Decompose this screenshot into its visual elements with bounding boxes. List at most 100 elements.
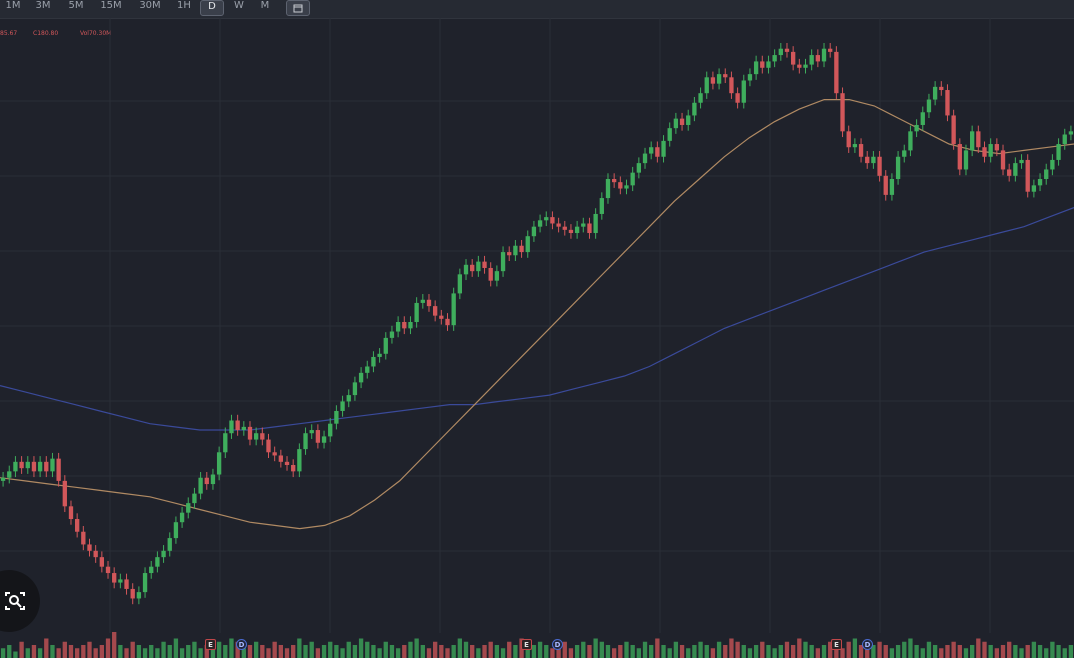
volume-bar xyxy=(636,648,642,658)
volume-bar xyxy=(352,645,358,658)
volume-bar xyxy=(488,641,493,658)
candle-body xyxy=(155,557,160,567)
volume-bar xyxy=(704,645,709,658)
earnings-marker[interactable]: E xyxy=(831,639,842,650)
volume-bar xyxy=(216,641,222,658)
timeframe-5m-button[interactable]: 5M xyxy=(68,0,84,11)
volume-bar xyxy=(939,648,944,658)
candle-body xyxy=(939,86,944,91)
volume-bar xyxy=(408,641,413,658)
volume-bar xyxy=(297,638,302,658)
candle-body xyxy=(889,179,895,195)
earnings-marker[interactable]: E xyxy=(205,639,216,650)
volume-bar xyxy=(389,645,395,658)
volume-bar xyxy=(161,641,166,658)
calendar-button[interactable] xyxy=(286,0,310,16)
candle-body xyxy=(963,150,969,170)
candle-body xyxy=(488,267,493,281)
dividend-marker[interactable]: D xyxy=(236,639,247,650)
volume-bar xyxy=(988,645,993,658)
volume-bar xyxy=(790,645,796,658)
volume-bar xyxy=(760,641,765,658)
candle-body xyxy=(395,322,401,332)
volume-bar xyxy=(649,645,654,658)
candle-body xyxy=(649,147,654,154)
timeframe-1h-button[interactable]: 1H xyxy=(177,0,191,11)
volume-bar xyxy=(50,645,55,658)
volume-bar xyxy=(581,641,586,658)
timeframe-m-button[interactable]: M xyxy=(260,0,270,11)
volume-bar xyxy=(149,645,154,658)
volume-bar xyxy=(278,645,284,658)
volume-bar xyxy=(507,641,512,658)
volume-bar xyxy=(334,645,339,658)
volume-bar xyxy=(525,648,530,658)
timeframe-d-button[interactable]: D xyxy=(200,0,224,16)
candle-body xyxy=(7,471,12,478)
volume-bar xyxy=(266,648,271,658)
volume-bar xyxy=(556,645,561,658)
candle-body xyxy=(241,426,246,431)
candle-body xyxy=(130,588,135,599)
volume-bar xyxy=(562,641,567,658)
candle-body xyxy=(389,331,395,338)
candle-body xyxy=(328,423,333,437)
dividend-marker[interactable]: D xyxy=(552,639,563,650)
volume-bar xyxy=(112,632,117,658)
volume-bar xyxy=(686,648,691,658)
candle-body xyxy=(500,252,506,272)
candle-body xyxy=(457,274,463,294)
candle-body xyxy=(439,315,444,319)
candle-body xyxy=(198,477,203,494)
candle-body xyxy=(642,153,648,164)
volume-bar xyxy=(142,648,148,658)
volume-bar xyxy=(747,648,753,658)
dividend-marker[interactable]: D xyxy=(862,639,873,650)
candle-body xyxy=(716,74,722,84)
candle-body xyxy=(1044,169,1049,179)
volume-bar xyxy=(883,645,888,658)
volume-bar xyxy=(624,641,629,658)
volume-bar xyxy=(858,645,864,658)
timeframe-w-button[interactable]: W xyxy=(234,0,244,11)
earnings-marker[interactable]: E xyxy=(521,639,532,650)
candle-body xyxy=(766,61,771,68)
volume-bar xyxy=(451,645,456,658)
volume-bar xyxy=(834,645,839,658)
candle-body xyxy=(519,245,524,253)
volume-bar xyxy=(303,645,308,658)
volume-bar xyxy=(253,641,259,658)
candle-body xyxy=(914,124,919,132)
candle-body xyxy=(809,55,814,65)
volume-bar xyxy=(1019,648,1024,658)
candle-body xyxy=(1013,163,1018,176)
candle-body xyxy=(37,461,43,472)
candle-body xyxy=(673,118,679,129)
candlestick-chart[interactable] xyxy=(0,18,1074,658)
candle-body xyxy=(599,198,604,214)
candle-body xyxy=(81,531,86,545)
volume-bar xyxy=(210,648,216,658)
timeframe-1m-button[interactable]: 1M xyxy=(5,0,21,11)
candle-body xyxy=(1037,179,1043,186)
volume-bar xyxy=(204,645,209,658)
candle-body xyxy=(957,144,962,170)
candle-body xyxy=(204,477,209,485)
candle-body xyxy=(253,433,259,440)
timeframe-15m-button[interactable]: 15M xyxy=(100,0,122,11)
volume-bar xyxy=(963,648,969,658)
volume-bar xyxy=(957,645,962,658)
candle-body xyxy=(192,493,197,504)
candle-body xyxy=(686,115,691,125)
candle-body xyxy=(470,264,475,272)
timeframe-3m-button[interactable]: 3M xyxy=(35,0,51,11)
volume-bar xyxy=(1050,641,1055,658)
candle-body xyxy=(618,182,623,189)
candle-body xyxy=(149,566,154,574)
candle-body xyxy=(358,372,364,383)
candle-body xyxy=(371,356,376,367)
volume-bar xyxy=(383,641,388,658)
timeframe-30m-button[interactable]: 30M xyxy=(139,0,161,11)
candle-body xyxy=(161,550,166,558)
volume-bar xyxy=(723,645,728,658)
